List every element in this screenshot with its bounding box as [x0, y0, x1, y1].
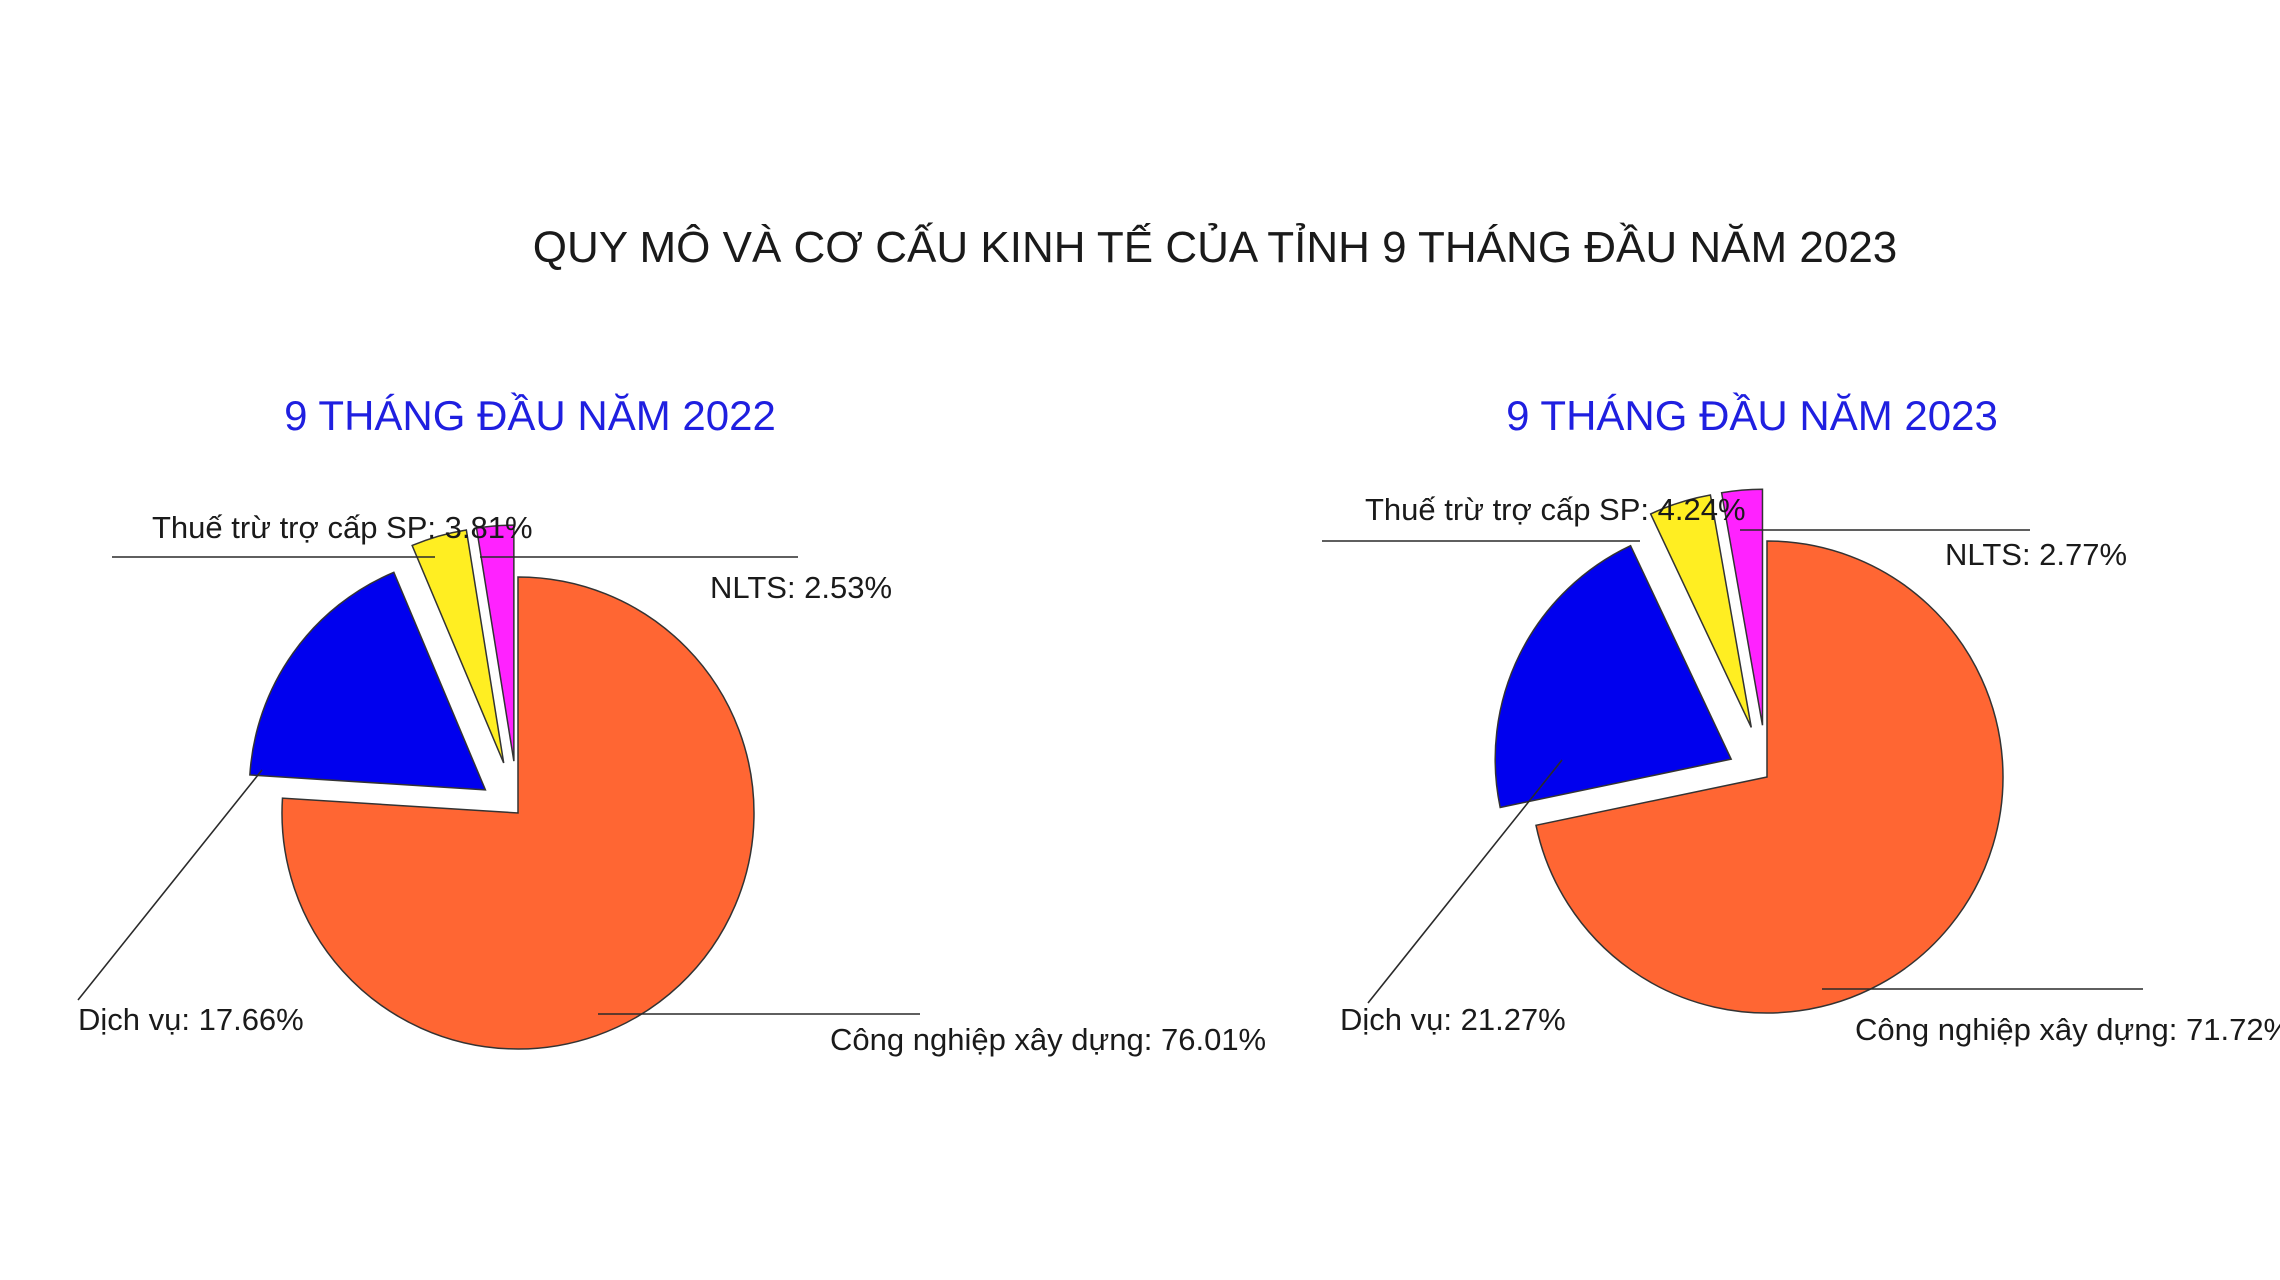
- pie-slice-2023-1: [1494, 544, 1733, 809]
- pie-chart-2022: 9 THÁNG ĐẦU NĂM 2022 Công nghiệp xây dựn…: [77, 392, 1266, 1057]
- slice-label-2022-0: Công nghiệp xây dựng: 76.01%: [830, 1022, 1266, 1057]
- pie-2023-title: 9 THÁNG ĐẦU NĂM 2023: [1506, 392, 1998, 439]
- pie-slice-2023-2: [1649, 494, 1753, 728]
- slice-label-2023-1: Dịch vụ: 21.27%: [1340, 1002, 1566, 1037]
- slice-label-2023-2: Thuế trừ trợ cấp SP: 4.24%: [1365, 492, 1746, 527]
- pie-2022-title: 9 THÁNG ĐẦU NĂM 2022: [284, 392, 776, 439]
- pie-slice-2022-3: [475, 524, 515, 762]
- pie-slice-2022-0: [281, 576, 755, 1050]
- slice-label-2023-3: NLTS: 2.77%: [1945, 537, 2127, 572]
- pie-chart-2023: 9 THÁNG ĐẦU NĂM 2023 Công nghiệp xây dựn…: [1322, 392, 2280, 1047]
- slice-label-2022-1: Dịch vụ: 17.66%: [78, 1002, 304, 1037]
- leader-line-2023-1: [1367, 759, 1563, 1004]
- pie-slice-2022-1: [249, 571, 487, 791]
- pie-slice-2022-2: [411, 529, 505, 764]
- slice-label-2022-3: NLTS: 2.53%: [710, 570, 892, 605]
- slice-label-2022-2: Thuế trừ trợ cấp SP: 3.81%: [152, 510, 533, 545]
- slice-label-2023-0: Công nghiệp xây dựng: 71.72%: [1855, 1012, 2280, 1047]
- pie-slice-2023-0: [1535, 540, 2004, 1014]
- leader-line-2022-1: [77, 769, 263, 1001]
- main-title: QUY MÔ VÀ CƠ CẤU KINH TẾ CỦA TỈNH 9 THÁN…: [533, 221, 1898, 272]
- pie-slice-2023-3: [1720, 488, 1764, 726]
